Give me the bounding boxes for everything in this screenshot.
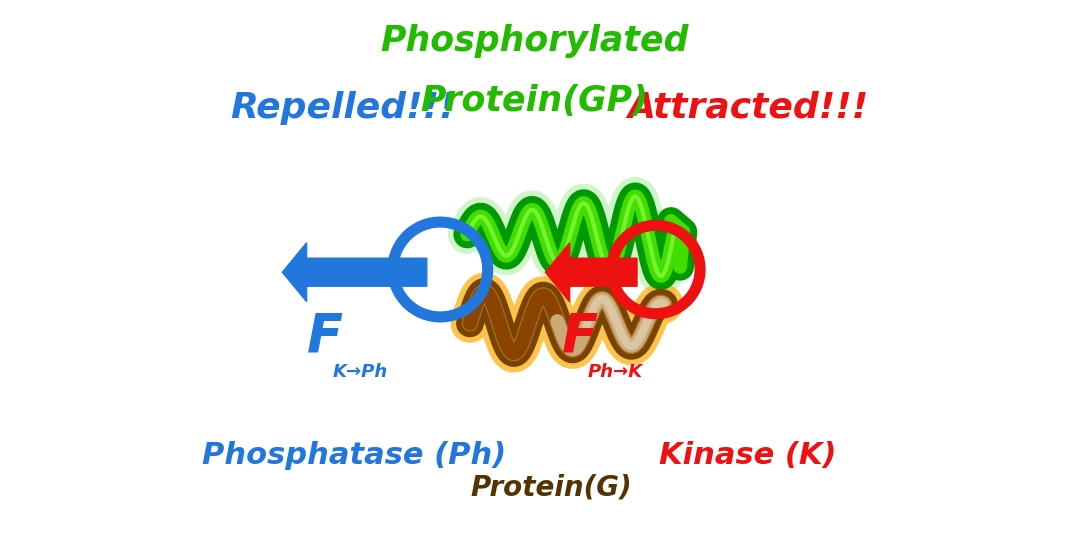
Text: Protein(G): Protein(G) xyxy=(470,474,632,502)
FancyArrow shape xyxy=(282,243,427,302)
Text: Attracted!!!: Attracted!!! xyxy=(626,91,868,125)
Text: Ph→K: Ph→K xyxy=(588,363,643,381)
FancyArrow shape xyxy=(545,243,637,302)
Text: Phosphatase (Ph): Phosphatase (Ph) xyxy=(202,441,507,470)
Text: Protein(GP): Protein(GP) xyxy=(420,84,649,118)
Text: Phosphorylated: Phosphorylated xyxy=(380,24,689,58)
Text: Repelled!!!: Repelled!!! xyxy=(230,91,456,125)
Text: K→Ph: K→Ph xyxy=(333,363,388,381)
Text: F: F xyxy=(307,311,343,363)
Text: Kinase (K): Kinase (K) xyxy=(659,441,836,470)
Text: F: F xyxy=(562,311,597,363)
